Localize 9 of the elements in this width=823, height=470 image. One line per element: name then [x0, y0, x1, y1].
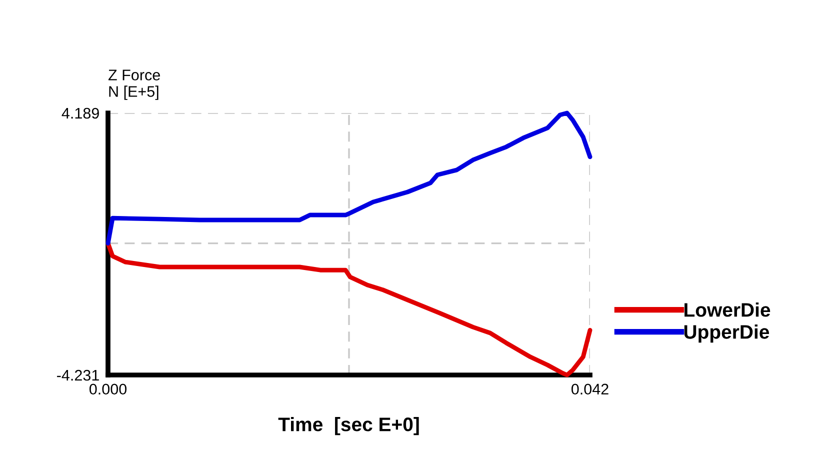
legend-label: UpperDie	[684, 324, 770, 343]
y-tick-label: 4.189	[62, 108, 99, 119]
line-series	[106, 110, 592, 246]
legend-label: LowerDie	[684, 302, 770, 317]
y-axis-title: Z Force N [E+5]	[108, 70, 160, 100]
x-tick-label: 0.000	[89, 384, 127, 395]
y-tick-label: -4.231	[57, 370, 99, 381]
x-tick-label: 0.042	[571, 384, 608, 395]
x-axis-title: Time [sec E+0]	[278, 417, 419, 436]
